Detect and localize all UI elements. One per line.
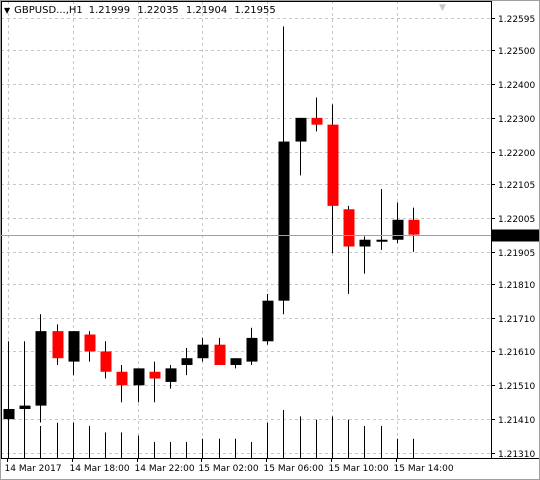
- price-axis-label: 1.22595: [498, 15, 535, 25]
- candle-body: [3, 408, 15, 420]
- price-axis-label: 1.21310: [498, 450, 535, 460]
- bull-candle: [246, 327, 258, 365]
- ohlc-values: 1.21999 1.22035 1.21904 1.21955: [89, 5, 280, 16]
- candle-body: [149, 371, 161, 379]
- candle-body: [392, 219, 404, 240]
- price-axis-label: 1.21410: [498, 416, 535, 426]
- bear-candle: [84, 331, 96, 362]
- candle-body: [19, 405, 31, 409]
- time-axis-label: 15 Mar 06:00: [264, 464, 324, 474]
- bear-candle: [52, 324, 64, 365]
- bull-candle: [133, 368, 145, 403]
- bear-candle: [149, 361, 161, 403]
- time-axis-label: 14 Mar 18:00: [70, 464, 130, 474]
- high-value: 1.22035: [137, 5, 179, 16]
- candle-body: [116, 371, 128, 386]
- candle-body: [311, 117, 323, 125]
- chart-shift-arrow-icon[interactable]: ▼: [439, 3, 446, 13]
- candle-body: [343, 209, 355, 247]
- price-axis-label: 1.21510: [498, 382, 535, 392]
- candle-body: [408, 219, 420, 235]
- time-axis-label: 15 Mar 10:00: [329, 464, 389, 474]
- current-price-label: 1.21955: [496, 232, 533, 242]
- bull-candle: [392, 202, 404, 244]
- price-axis-label: 1.21710: [498, 315, 535, 325]
- bull-candle: [230, 358, 242, 369]
- bull-candle: [376, 188, 388, 250]
- time-axis-label: 15 Mar 14:00: [394, 464, 454, 474]
- price-axis-label: 1.22200: [498, 149, 535, 159]
- bear-candle: [311, 97, 323, 132]
- candle-body: [376, 239, 388, 242]
- price-axis-label: 1.22400: [498, 81, 535, 91]
- current-price-badge: [492, 229, 539, 242]
- candle-body: [246, 337, 258, 362]
- candle-body: [84, 334, 96, 352]
- price-axis-label: 1.21810: [498, 281, 535, 291]
- bull-candle: [19, 341, 31, 423]
- bull-candle: [165, 364, 177, 389]
- candle-body: [359, 239, 371, 247]
- bear-candle: [343, 205, 355, 294]
- bear-candle: [116, 364, 128, 403]
- candle-body: [214, 344, 226, 365]
- bull-candle: [181, 348, 193, 376]
- time-axis-label: 15 Mar 02:00: [199, 464, 259, 474]
- candle-body: [68, 331, 80, 362]
- bull-candle: [262, 293, 274, 345]
- candle-body: [133, 368, 145, 386]
- candle-body: [52, 331, 64, 359]
- price-axis-label: 1.22005: [498, 215, 535, 225]
- price-axis-label: 1.21905: [498, 249, 535, 259]
- candle-body: [35, 331, 47, 406]
- price-axis-label: 1.22300: [498, 115, 535, 125]
- low-value: 1.21904: [185, 5, 228, 16]
- candle-body: [327, 124, 339, 206]
- time-axis-label: 14 Mar 22:00: [135, 464, 195, 474]
- bull-candle: [278, 26, 290, 315]
- price-axis-label: 1.22105: [498, 181, 535, 191]
- price-axis-label: 1.21610: [498, 348, 535, 358]
- candle-body: [197, 344, 209, 359]
- close-value: 1.21955: [234, 5, 276, 16]
- candle-body: [230, 358, 242, 365]
- candle-body: [181, 358, 193, 365]
- bull-candle: [3, 341, 15, 423]
- candle-body: [165, 368, 177, 382]
- candle-body: [278, 141, 290, 301]
- menu-arrow-icon[interactable]: ▼: [4, 6, 11, 15]
- chart-header: ▼ GBPUSD...,H1 1.21999 1.22035 1.21904 1…: [4, 5, 280, 16]
- bear-candle: [100, 341, 112, 379]
- bull-candle: [197, 337, 209, 362]
- price-axis-label: 1.22500: [498, 47, 535, 57]
- bear-candle: [408, 207, 420, 252]
- bull-candle: [68, 331, 80, 376]
- candle-body: [262, 300, 274, 342]
- candle-body: [295, 117, 307, 142]
- bear-candle: [214, 337, 226, 365]
- candle-body: [100, 351, 112, 372]
- bull-candle: [359, 236, 371, 274]
- open-value: 1.21999: [88, 5, 131, 16]
- bull-candle: [295, 117, 307, 176]
- time-axis-label: 14 Mar 2017: [5, 464, 62, 474]
- symbol-label: GBPUSD...,H1: [14, 5, 83, 16]
- bear-candle: [327, 104, 339, 254]
- bull-candle: [35, 314, 47, 423]
